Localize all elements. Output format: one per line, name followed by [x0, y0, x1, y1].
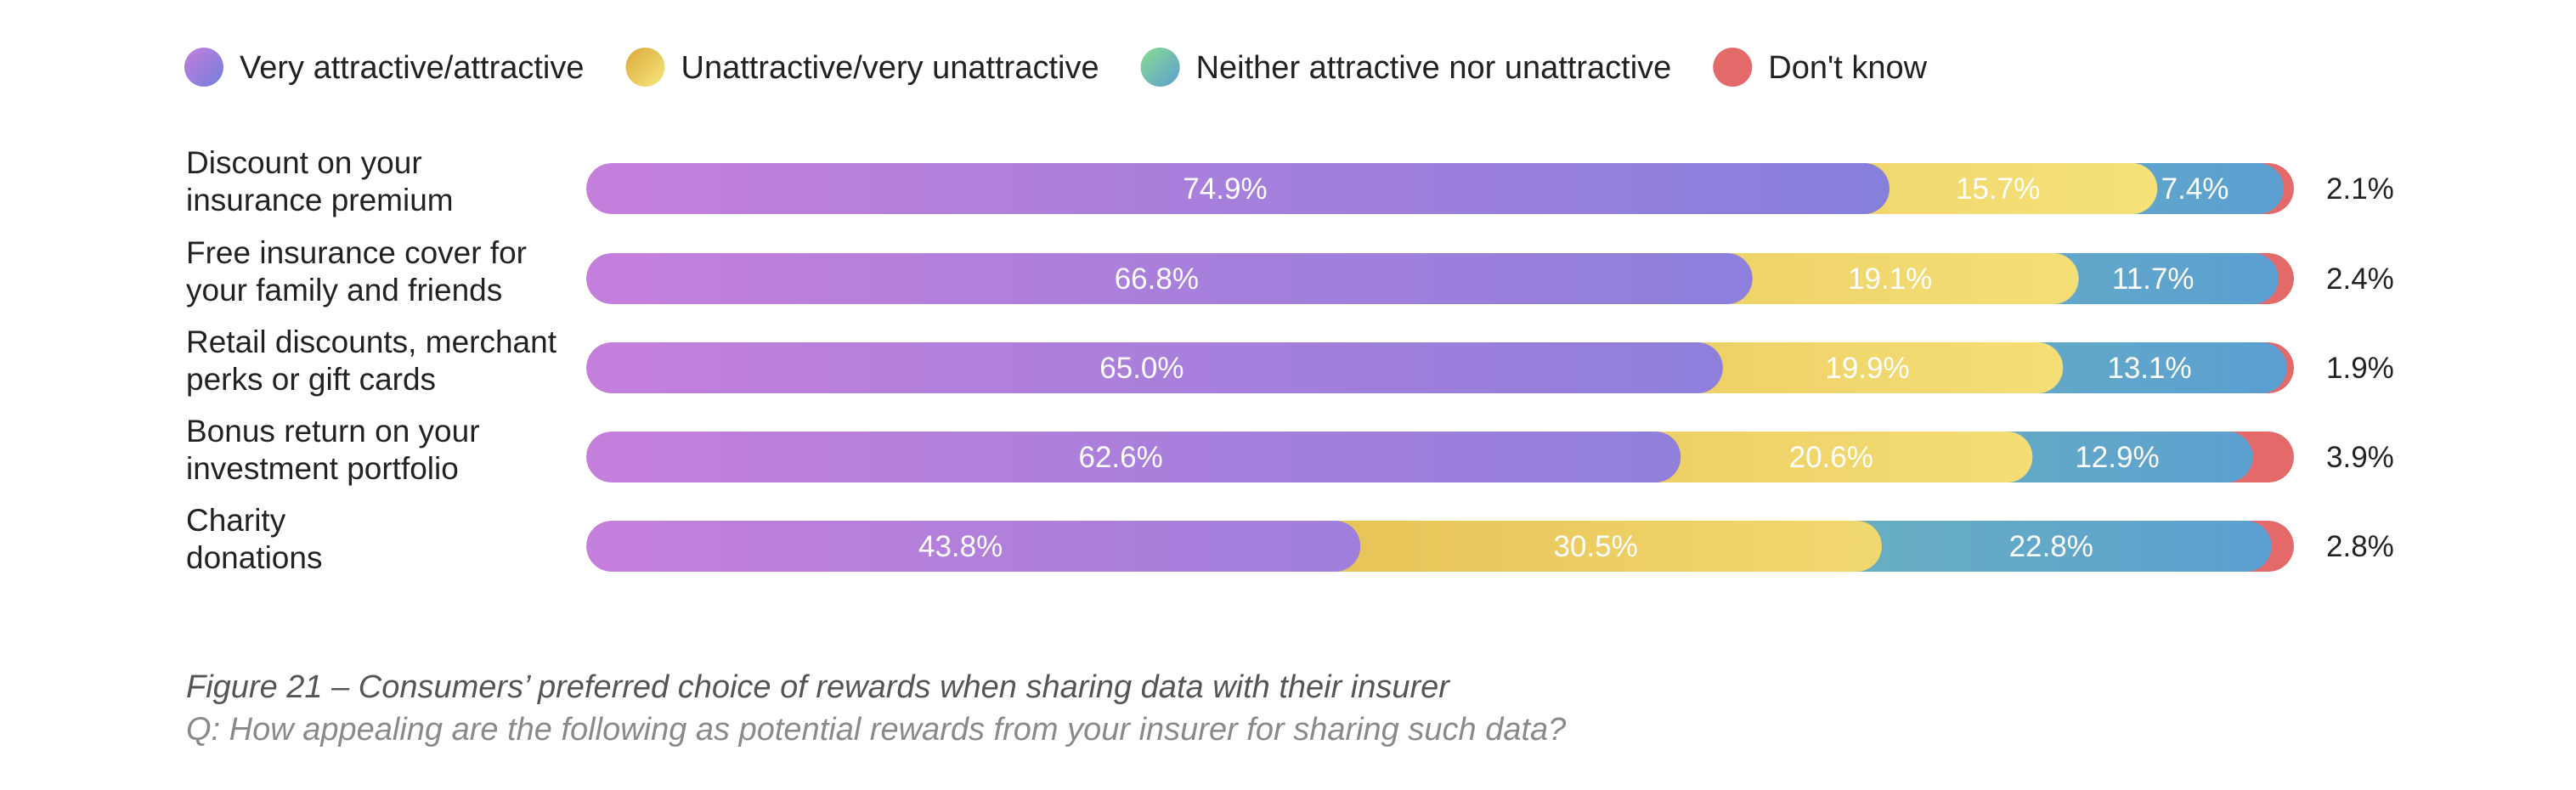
bar-segment — [2012, 342, 2287, 393]
bar-row: Bonus return on your investment portfolio… — [186, 414, 2394, 486]
category-label: Bonus return on your investment portfolio — [186, 414, 480, 486]
legend: Very attractive/attractive Unattractive/v… — [184, 48, 1928, 87]
category-label: Free insurance cover for your family and … — [186, 235, 527, 308]
data-label: 7.4% — [2161, 172, 2229, 206]
data-label: 43.8% — [918, 530, 1003, 563]
legend-label: Don't know — [1768, 50, 1927, 86]
data-label: 11.7% — [2112, 262, 2195, 296]
bar-row: Charity donations 43.8% 30.5% 22.8% 2.8% — [186, 503, 2394, 575]
bar-segment — [586, 432, 1681, 482]
bar-segment — [1701, 253, 2079, 304]
data-label: 12.9% — [2075, 441, 2159, 474]
legend-swatch — [1140, 48, 1180, 87]
legend-item: Neither attractive nor unattractive — [1140, 48, 1672, 87]
data-label: 22.8% — [2009, 530, 2093, 563]
survey-question: Q: How appealing are the following as po… — [186, 712, 1567, 748]
data-label: 2.8% — [2326, 530, 2394, 563]
data-label: 1.9% — [2326, 352, 2394, 385]
data-label: 62.6% — [1079, 441, 1163, 474]
bar-segment — [1838, 163, 2158, 214]
bar-segment — [586, 521, 1361, 572]
data-label: 15.7% — [1956, 172, 2040, 206]
data-label: 19.1% — [1848, 262, 1932, 296]
bar-row: Discount on your insurance premium 74.9% 15… — [186, 145, 2394, 217]
bar-segment — [1981, 432, 2253, 482]
figure-caption: Figure 21 – Consumers’ preferred choice … — [186, 669, 1449, 705]
data-label: 65.0% — [1099, 352, 1183, 385]
data-label: 74.9% — [1183, 172, 1267, 206]
legend-item: Unattractive/very unattractive — [625, 48, 1099, 87]
legend-label: Unattractive/very unattractive — [681, 50, 1099, 86]
data-label: 3.9% — [2326, 441, 2394, 474]
bar-segment — [1309, 521, 1882, 572]
data-label: 2.4% — [2326, 262, 2394, 296]
data-label: 2.1% — [2326, 172, 2394, 206]
category-label: Charity donations — [186, 503, 322, 575]
bar-segment — [1630, 432, 2033, 482]
data-label: 30.5% — [1553, 530, 1637, 563]
legend-swatch — [184, 48, 223, 87]
data-label: 13.1% — [2107, 352, 2191, 385]
bar-rows: Discount on your insurance premium 74.9% 15… — [186, 145, 2394, 575]
bar-row: Retail discounts, merchant perks or gift … — [186, 324, 2394, 397]
legend-swatch — [1713, 48, 1753, 87]
data-label: 19.9% — [1825, 352, 1909, 385]
legend-label: Neither attractive nor unattractive — [1196, 50, 1672, 86]
bar-segment — [586, 253, 1753, 304]
bar-row: Free insurance cover for your family and … — [186, 235, 2394, 308]
bar-segment — [586, 163, 1890, 214]
bar-segment — [1830, 521, 2272, 572]
data-label: 66.8% — [1115, 262, 1199, 296]
bar-segment — [2027, 253, 2279, 304]
legend-label: Very attractive/attractive — [240, 50, 585, 86]
legend-item: Very attractive/attractive — [184, 48, 585, 87]
bar-segment — [586, 342, 1723, 393]
legend-item: Don't know — [1713, 48, 1928, 87]
bar-segment — [1671, 342, 2064, 393]
legend-swatch — [625, 48, 665, 87]
data-label: 20.6% — [1789, 441, 1873, 474]
category-label: Retail discounts, merchant perks or gift … — [186, 324, 557, 397]
category-label: Discount on your insurance premium — [186, 145, 454, 217]
